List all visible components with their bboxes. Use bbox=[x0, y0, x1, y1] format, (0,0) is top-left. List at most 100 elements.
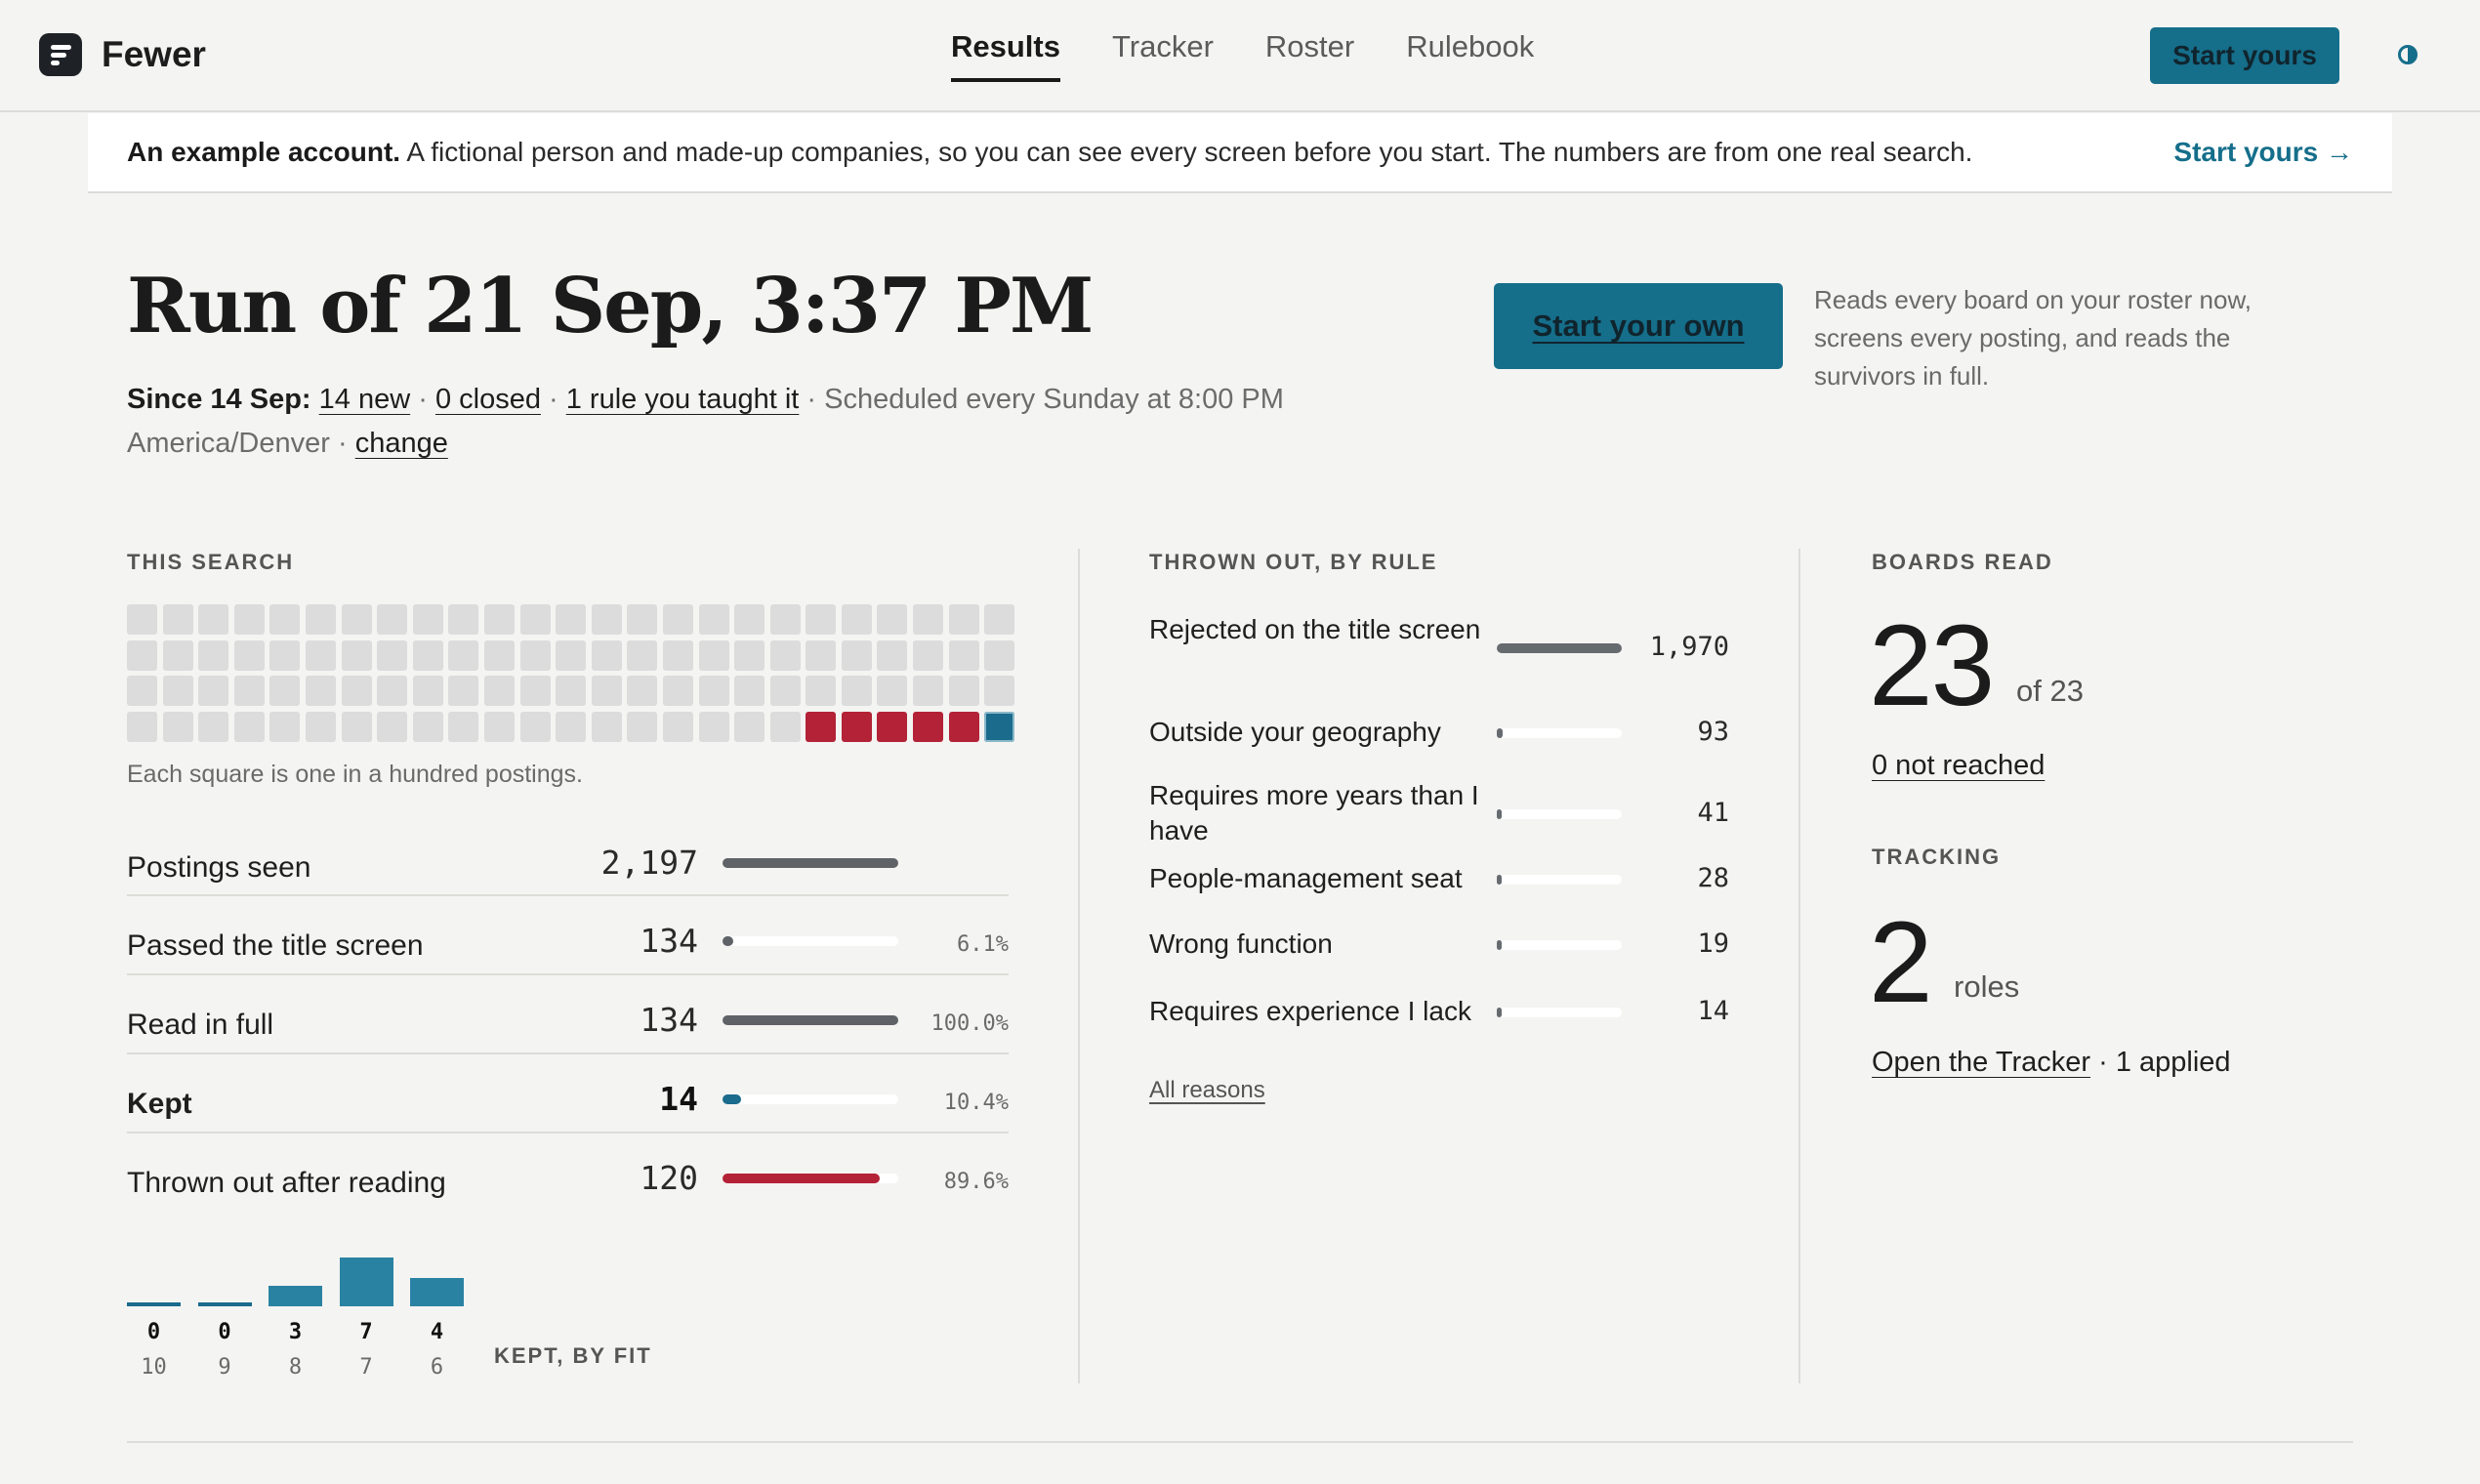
kept-by-fit-label: KEPT, BY FIT bbox=[494, 1343, 652, 1368]
rule-bar-track bbox=[1497, 728, 1622, 738]
waffle-square-thrown-out bbox=[948, 711, 979, 742]
rule-label: Rejected on the title screen bbox=[1149, 614, 1481, 644]
funnel-label: Postings seen bbox=[127, 851, 311, 884]
change-timezone-link[interactable]: change bbox=[354, 428, 448, 459]
waffle-square bbox=[483, 676, 515, 706]
waffle-square bbox=[698, 711, 729, 742]
rule-bar-track bbox=[1497, 809, 1622, 819]
not-reached-link[interactable]: 0 not reached bbox=[1872, 750, 2046, 781]
rule-row[interactable]: Requires more years than I have 41 bbox=[1149, 778, 1729, 848]
waffle-square bbox=[341, 676, 372, 706]
new-link[interactable]: 14 new bbox=[318, 384, 411, 415]
funnel-percent: 6.1% bbox=[957, 932, 1009, 957]
waffle-square bbox=[162, 639, 193, 671]
waffle-square bbox=[448, 639, 479, 671]
tab-rulebook[interactable]: Rulebook bbox=[1406, 29, 1535, 63]
waffle-square bbox=[305, 639, 336, 671]
waffle-square bbox=[662, 604, 693, 635]
waffle-square bbox=[662, 711, 693, 742]
waffle-square bbox=[698, 639, 729, 671]
fit-bar bbox=[339, 1257, 393, 1306]
waffle-square bbox=[519, 711, 551, 742]
fit-bar-value: 4 bbox=[430, 1320, 444, 1344]
tab-roster[interactable]: Roster bbox=[1264, 29, 1355, 63]
waffle-square bbox=[412, 676, 443, 706]
funnel-value: 134 bbox=[640, 922, 698, 960]
tracking-count: 2 bbox=[1869, 898, 1933, 1027]
waffle-square-kept bbox=[984, 711, 1015, 742]
funnel-percent: 89.6% bbox=[943, 1170, 1009, 1194]
brand-logo[interactable]: Fewer bbox=[39, 33, 206, 76]
waffle-square bbox=[662, 676, 693, 706]
waffle-square bbox=[948, 604, 979, 635]
fit-bar-category: 6 bbox=[430, 1355, 444, 1380]
waffle-square bbox=[377, 604, 408, 635]
waffle-square bbox=[198, 676, 229, 706]
open-tracker-link[interactable]: Open the Tracker bbox=[1872, 1047, 2091, 1078]
tracking-label: TRACKING bbox=[1872, 845, 2002, 869]
waffle-square bbox=[519, 604, 551, 635]
rule-count: 19 bbox=[1697, 928, 1729, 959]
waffle-square-thrown-out bbox=[913, 711, 944, 742]
funnel-bar bbox=[723, 936, 733, 946]
start-yours-button[interactable]: Start yours bbox=[2150, 27, 2339, 84]
rule-bar-track bbox=[1497, 643, 1622, 653]
fit-bar-category: 9 bbox=[218, 1355, 231, 1380]
waffle-square bbox=[233, 676, 265, 706]
waffle-square bbox=[877, 604, 908, 635]
waffle-square bbox=[734, 604, 765, 635]
waffle-square bbox=[483, 639, 515, 671]
funnel-value: 120 bbox=[640, 1159, 698, 1197]
rule-row[interactable]: Wrong function 19 bbox=[1149, 927, 1729, 962]
waffle-square bbox=[591, 604, 622, 635]
closed-link[interactable]: 0 closed bbox=[434, 384, 541, 415]
main-nav: Results Tracker Roster Rulebook bbox=[951, 29, 1534, 82]
waffle-square bbox=[556, 604, 587, 635]
waffle-square bbox=[556, 676, 587, 706]
start-your-own-button[interactable]: Start your own bbox=[1494, 283, 1783, 369]
rule-link[interactable]: 1 rule you taught it bbox=[565, 384, 800, 415]
applied-count: · 1 applied bbox=[2090, 1047, 2231, 1078]
rule-count: 1,970 bbox=[1649, 632, 1729, 662]
funnel-bar-track bbox=[723, 1094, 898, 1104]
waffle-square bbox=[841, 676, 872, 706]
rule-row[interactable]: Outside your geography 93 bbox=[1149, 715, 1729, 750]
funnel-bar-track bbox=[723, 936, 898, 946]
banner-start-link[interactable]: Start yours → bbox=[2173, 137, 2353, 167]
contrast-icon[interactable] bbox=[2398, 45, 2418, 64]
fit-bar-value: 7 bbox=[359, 1320, 373, 1344]
rule-label: People-management seat bbox=[1149, 863, 1463, 893]
funnel-bar-track bbox=[723, 1015, 898, 1025]
waffle-square bbox=[269, 604, 301, 635]
waffle-square bbox=[233, 711, 265, 742]
rule-bar bbox=[1497, 728, 1504, 738]
rule-count: 14 bbox=[1697, 996, 1729, 1026]
page-title: Run of 21 Sep, 3:37 PM bbox=[127, 262, 1094, 350]
since-label: Since 14 Sep: bbox=[127, 384, 311, 415]
waffle-square bbox=[913, 604, 944, 635]
waffle-square bbox=[233, 604, 265, 635]
funnel-label: Thrown out after reading bbox=[127, 1167, 446, 1199]
rule-label: Wrong function bbox=[1149, 928, 1333, 959]
thrown-out-list: Rejected on the title screen 1,970 Outside… bbox=[1149, 612, 1729, 1061]
rule-bar bbox=[1497, 643, 1622, 653]
fit-bar bbox=[269, 1285, 322, 1306]
fit-bar-category: 8 bbox=[288, 1355, 303, 1380]
all-reasons-link[interactable]: All reasons bbox=[1149, 1077, 1265, 1103]
tab-tracker[interactable]: Tracker bbox=[1111, 29, 1214, 63]
logo-icon bbox=[39, 33, 82, 76]
waffle-square bbox=[341, 711, 372, 742]
rule-bar bbox=[1497, 809, 1502, 819]
fit-bar-value: 0 bbox=[218, 1320, 231, 1344]
rule-bar bbox=[1497, 1008, 1502, 1017]
rule-row[interactable]: Requires experience I lack 14 bbox=[1149, 994, 1729, 1029]
funnel-label: Read in full bbox=[127, 1009, 274, 1041]
rule-row[interactable]: Rejected on the title screen 1,970 bbox=[1149, 612, 1729, 662]
rule-row[interactable]: People-management seat 28 bbox=[1149, 861, 1729, 896]
tab-results[interactable]: Results bbox=[951, 29, 1060, 82]
funnel-value: 134 bbox=[640, 1001, 698, 1039]
waffle-square bbox=[412, 711, 443, 742]
waffle-square bbox=[698, 604, 729, 635]
waffle-square bbox=[162, 604, 193, 635]
waffle-square-thrown-out bbox=[841, 711, 872, 742]
